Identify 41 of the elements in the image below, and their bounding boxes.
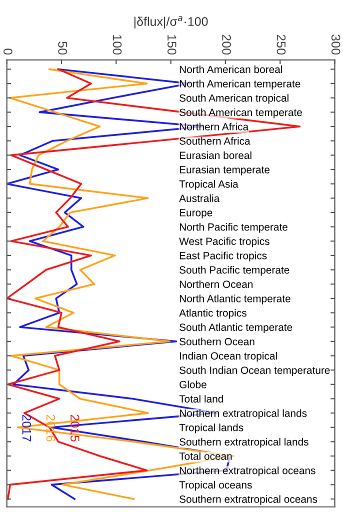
y-tick-label: Globe — [180, 380, 206, 388]
y-tick-label: South American tropical — [180, 94, 288, 104]
y-tick-label: Southern extratropical oceans — [180, 495, 318, 505]
y-tick-label: Tropical oceans — [179, 480, 252, 491]
y-tick-label: South Atlantic temperate — [180, 323, 292, 334]
y-tick-label: Total land — [179, 394, 223, 403]
x-tick-label: 100 — [112, 35, 122, 55]
x-tick-label: 300 — [331, 34, 340, 55]
y-tick-label: Total ocean — [179, 452, 232, 460]
y-tick-label: Southern Ocean — [180, 338, 254, 346]
y-tick-label: North Atlantic temperate — [180, 294, 290, 304]
y-tick-label: Europe — [180, 209, 212, 218]
y-tick-label: Tropical lands — [179, 424, 244, 434]
y-tick-label: Northern extratropical oceans — [180, 466, 316, 476]
y-tick-label: East Pacific tropics — [180, 252, 267, 262]
y-tick-label: Eurasian temperate — [180, 166, 270, 176]
y-tick-label: South Indian Ocean temperature — [180, 366, 330, 376]
y-tick-label: North Pacific temperate — [180, 223, 288, 233]
y-tick-label: Tropical Asia — [179, 180, 238, 190]
y-tick-label: Northern extratropical lands — [180, 409, 307, 419]
y-tick-label: North American boreal — [180, 65, 282, 74]
y-tick-label: Australia — [179, 194, 220, 202]
text: 2015 — [70, 414, 80, 442]
y-tick-label: Southern Africa — [180, 137, 250, 145]
x-tick-label: 50 — [58, 42, 68, 55]
y-tick-label: Eurasian boreal — [180, 151, 252, 160]
x-tick-label: 200 — [222, 34, 231, 55]
text: 2017 — [22, 414, 32, 442]
y-tick-label: South American temperate — [180, 108, 302, 118]
y-tick-label: West Pacific tropics — [179, 237, 270, 248]
y-tick-label: North American temperate — [180, 80, 300, 90]
x-tick-label: 150 — [167, 35, 176, 55]
y-tick-label: Southern extratropical lands — [180, 438, 308, 448]
x-axis-title: |δflux|/σ$^{a}$·100 — [134, 16, 208, 28]
x-tick-label: 0 — [4, 48, 12, 55]
y-tick-label: Indian Ocean tropical — [180, 352, 277, 362]
y-tick-label: Northern Ocean — [180, 280, 253, 288]
y-tick-label: Atlantic tropics — [179, 308, 246, 319]
y-tick-label: South Pacific temperate — [180, 266, 290, 276]
y-tick-label: Northern Africa — [180, 122, 249, 130]
x-tick-label: 250 — [276, 34, 286, 55]
